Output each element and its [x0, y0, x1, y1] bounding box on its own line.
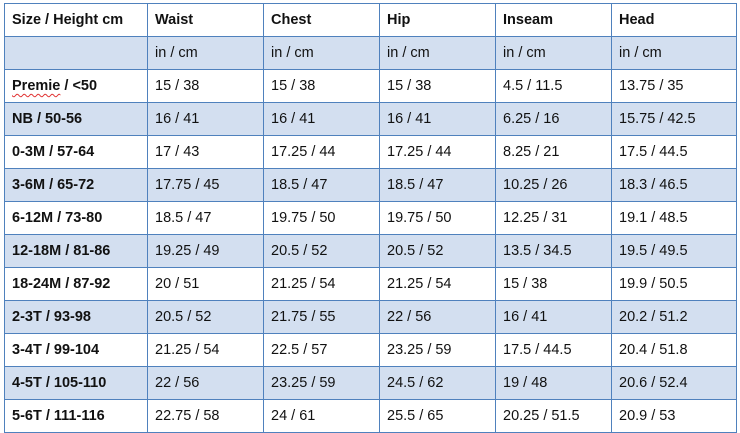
header-waist: Waist [147, 3, 264, 37]
table-cell: 10.25 / 26 [495, 168, 612, 202]
table-cell: 23.25 / 59 [263, 366, 380, 400]
table-cell: 20.4 / 51.8 [611, 333, 737, 367]
row-label: 12-18M / 81-86 [4, 234, 148, 268]
table-cell: 20.5 / 52 [379, 234, 496, 268]
header-chest: Chest [263, 3, 380, 37]
table-row: 6-12M / 73-80 18.5 / 47 19.75 / 50 19.75… [4, 201, 737, 235]
table-cell: 24.5 / 62 [379, 366, 496, 400]
table-cell: 16 / 41 [147, 102, 264, 136]
table-cell: 19.25 / 49 [147, 234, 264, 268]
row-label-rest: / <50 [60, 78, 98, 94]
row-label: 5-6T / 111-116 [4, 399, 148, 433]
table-row: 4-5T / 105-110 22 / 56 23.25 / 59 24.5 /… [4, 366, 737, 400]
units-row: in / cm in / cm in / cm in / cm in / cm [4, 36, 737, 70]
table-row: 12-18M / 81-86 19.25 / 49 20.5 / 52 20.5… [4, 234, 737, 268]
units-cell [4, 36, 148, 70]
table-cell: 17.5 / 44.5 [495, 333, 612, 367]
units-cell: in / cm [611, 36, 737, 70]
table-cell: 18.3 / 46.5 [611, 168, 737, 202]
row-label: 2-3T / 93-98 [4, 300, 148, 334]
table-cell: 16 / 41 [379, 102, 496, 136]
table-cell: 22.5 / 57 [263, 333, 380, 367]
table-cell: 22 / 56 [147, 366, 264, 400]
table-cell: 20.25 / 51.5 [495, 399, 612, 433]
header-row: Size / Height cm Waist Chest Hip Inseam … [4, 3, 737, 37]
table-cell: 21.75 / 55 [263, 300, 380, 334]
table-cell: 19.9 / 50.5 [611, 267, 737, 301]
table-cell: 8.25 / 21 [495, 135, 612, 169]
table-cell: 13.75 / 35 [611, 69, 737, 103]
table-cell: 20.5 / 52 [147, 300, 264, 334]
header-inseam: Inseam [495, 3, 612, 37]
table-cell: 16 / 41 [495, 300, 612, 334]
table-cell: 17.5 / 44.5 [611, 135, 737, 169]
table-cell: 24 / 61 [263, 399, 380, 433]
table-row: 3-6M / 65-72 17.75 / 45 18.5 / 47 18.5 /… [4, 168, 737, 202]
table-row: 0-3M / 57-64 17 / 43 17.25 / 44 17.25 / … [4, 135, 737, 169]
table-cell: 17.75 / 45 [147, 168, 264, 202]
units-cell: in / cm [379, 36, 496, 70]
units-cell: in / cm [495, 36, 612, 70]
table-cell: 18.5 / 47 [379, 168, 496, 202]
row-label: 18-24M / 87-92 [4, 267, 148, 301]
row-label: 4-5T / 105-110 [4, 366, 148, 400]
table-cell: 15 / 38 [379, 69, 496, 103]
table-cell: 19.75 / 50 [379, 201, 496, 235]
table-cell: 21.25 / 54 [147, 333, 264, 367]
table-cell: 6.25 / 16 [495, 102, 612, 136]
table-row: 18-24M / 87-92 20 / 51 21.25 / 54 21.25 … [4, 267, 737, 301]
table-cell: 17.25 / 44 [379, 135, 496, 169]
table-cell: 12.25 / 31 [495, 201, 612, 235]
table-cell: 17 / 43 [147, 135, 264, 169]
header-size: Size / Height cm [4, 3, 148, 37]
units-cell: in / cm [263, 36, 380, 70]
units-cell: in / cm [147, 36, 264, 70]
row-label: 6-12M / 73-80 [4, 201, 148, 235]
table-cell: 20.9 / 53 [611, 399, 737, 433]
table-cell: 18.5 / 47 [147, 201, 264, 235]
row-label: Premie / <50 [4, 69, 148, 103]
table-row: NB / 50-56 16 / 41 16 / 41 16 / 41 6.25 … [4, 102, 737, 136]
table-cell: 16 / 41 [263, 102, 380, 136]
table-cell: 15 / 38 [495, 267, 612, 301]
table-cell: 17.25 / 44 [263, 135, 380, 169]
table-cell: 20 / 51 [147, 267, 264, 301]
table-cell: 21.25 / 54 [263, 267, 380, 301]
size-chart-container: Size / Height cm Waist Chest Hip Inseam … [4, 3, 737, 433]
table-row: Premie / <50 15 / 38 15 / 38 15 / 38 4.5… [4, 69, 737, 103]
table-cell: 19.75 / 50 [263, 201, 380, 235]
table-cell: 15.75 / 42.5 [611, 102, 737, 136]
size-chart-table: Size / Height cm Waist Chest Hip Inseam … [4, 3, 737, 433]
table-cell: 4.5 / 11.5 [495, 69, 612, 103]
table-cell: 18.5 / 47 [263, 168, 380, 202]
table-row: 2-3T / 93-98 20.5 / 52 21.75 / 55 22 / 5… [4, 300, 737, 334]
table-row: 5-6T / 111-116 22.75 / 58 24 / 61 25.5 /… [4, 399, 737, 433]
table-cell: 15 / 38 [263, 69, 380, 103]
header-hip: Hip [379, 3, 496, 37]
table-cell: 13.5 / 34.5 [495, 234, 612, 268]
table-cell: 19.5 / 49.5 [611, 234, 737, 268]
row-label: 0-3M / 57-64 [4, 135, 148, 169]
table-cell: 20.6 / 52.4 [611, 366, 737, 400]
row-label: NB / 50-56 [4, 102, 148, 136]
table-row: 3-4T / 99-104 21.25 / 54 22.5 / 57 23.25… [4, 333, 737, 367]
table-cell: 21.25 / 54 [379, 267, 496, 301]
row-label: 3-6M / 65-72 [4, 168, 148, 202]
header-head: Head [611, 3, 737, 37]
table-cell: 25.5 / 65 [379, 399, 496, 433]
table-cell: 15 / 38 [147, 69, 264, 103]
table-cell: 22.75 / 58 [147, 399, 264, 433]
table-cell: 19 / 48 [495, 366, 612, 400]
table-cell: 20.5 / 52 [263, 234, 380, 268]
table-cell: 22 / 56 [379, 300, 496, 334]
table-cell: 20.2 / 51.2 [611, 300, 737, 334]
table-cell: 19.1 / 48.5 [611, 201, 737, 235]
row-label: 3-4T / 99-104 [4, 333, 148, 367]
table-cell: 23.25 / 59 [379, 333, 496, 367]
spellcheck-flagged-word: Premie [12, 78, 61, 94]
